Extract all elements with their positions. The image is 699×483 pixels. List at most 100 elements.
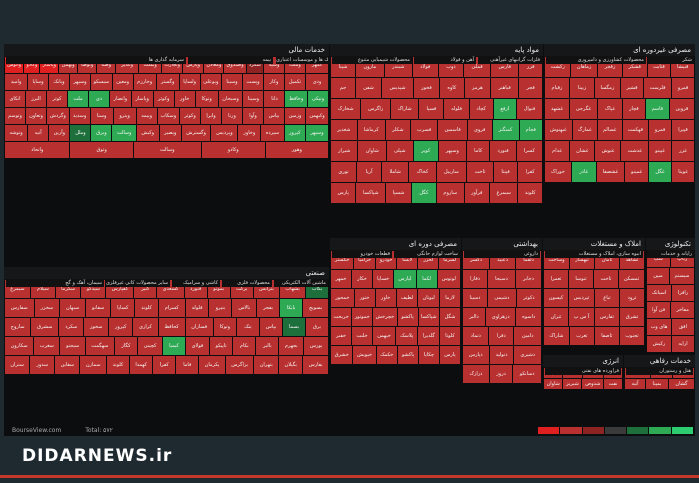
stock-tile[interactable]: کساپا bbox=[111, 299, 135, 317]
stock-tile[interactable]: غشان bbox=[570, 141, 595, 161]
stock-tile[interactable]: فسپا bbox=[419, 99, 444, 119]
stock-tile[interactable]: شگل bbox=[440, 308, 461, 326]
stock-tile[interactable]: شاراک bbox=[544, 327, 569, 345]
stock-tile[interactable]: وحافظ bbox=[285, 91, 307, 107]
stock-tile[interactable]: پاکشو bbox=[397, 308, 418, 326]
stock-tile[interactable]: وسپهر bbox=[70, 74, 90, 90]
stock-tile[interactable]: ونیکی bbox=[307, 91, 328, 107]
stock-tile[interactable]: وثوق bbox=[70, 142, 133, 158]
brand-logo-text[interactable]: DIDARNEWS.ir bbox=[22, 446, 173, 466]
stock-tile[interactable]: غسالم bbox=[597, 120, 622, 140]
stock-tile[interactable]: فجام bbox=[519, 120, 542, 140]
stock-tile[interactable]: وتوکا bbox=[195, 91, 218, 107]
stock-tile[interactable]: وکوثر bbox=[180, 108, 200, 124]
stock-tile[interactable]: وهور bbox=[265, 142, 328, 158]
stock-tile[interactable]: دزهراوی bbox=[486, 308, 516, 326]
stock-tile[interactable]: خریخت bbox=[331, 308, 352, 326]
stock-tile[interactable]: خمحور bbox=[331, 289, 354, 307]
stock-tile[interactable]: لبوتان bbox=[418, 289, 439, 307]
stock-tile[interactable]: شکلر bbox=[385, 120, 410, 140]
stock-tile[interactable]: مفاخر bbox=[671, 302, 695, 318]
stock-tile[interactable]: بگیلان bbox=[279, 356, 303, 374]
stock-tile[interactable]: وخاور bbox=[238, 125, 261, 141]
stock-tile[interactable]: سهگمت bbox=[85, 337, 114, 355]
stock-tile[interactable]: بجهرم bbox=[279, 337, 304, 355]
stock-tile[interactable]: وکبهمن bbox=[306, 108, 328, 124]
stock-tile[interactable]: دشیری bbox=[514, 346, 541, 364]
stock-tile[interactable]: دانا bbox=[264, 91, 285, 107]
stock-tile[interactable]: دالبر bbox=[463, 308, 485, 326]
stock-tile[interactable]: نوری bbox=[331, 162, 357, 182]
stock-tile[interactable]: کیسون bbox=[544, 289, 568, 307]
stock-tile[interactable]: شبریز bbox=[563, 379, 582, 389]
stock-tile[interactable]: شپدیس bbox=[382, 78, 413, 98]
sector-khadamat-refahi[interactable]: خدمات رفاهیگردشاقلیمسپیدآتیهبمپناگشانهتل… bbox=[624, 355, 695, 398]
stock-tile[interactable]: وکار bbox=[264, 74, 284, 90]
sector-masrafi-dore[interactable]: مصرفی دوره ای خگستر خزامیا خودرو لابسا لخزر لس… bbox=[330, 238, 461, 398]
stock-tile[interactable]: کچاد bbox=[469, 99, 493, 119]
stock-tile[interactable]: شاملا bbox=[382, 162, 409, 182]
stock-tile[interactable]: بفارس bbox=[303, 356, 328, 374]
stock-tile[interactable]: غزر bbox=[672, 141, 694, 161]
stock-tile[interactable]: سفانو bbox=[86, 299, 111, 317]
stock-tile[interactable]: لازما bbox=[440, 289, 460, 307]
stock-tile[interactable]: قپیرا bbox=[672, 120, 695, 140]
stock-tile[interactable]: فپنتا bbox=[493, 162, 518, 182]
stock-tile[interactable]: بنیرو bbox=[209, 299, 232, 317]
stock-tile[interactable]: خشرق bbox=[331, 346, 353, 364]
stock-tile[interactable]: بکام bbox=[233, 337, 256, 355]
sector-technology[interactable]: تکنولوژی سپ رتاپ مبین سیستم اسیاتک رافزا فن آوا… bbox=[646, 238, 695, 354]
stock-tile[interactable]: سبجنو bbox=[60, 337, 85, 355]
stock-tile[interactable]: وانصار bbox=[110, 91, 131, 107]
stock-tile[interactable]: داسوه bbox=[516, 308, 541, 326]
stock-tile[interactable]: شاوان bbox=[358, 141, 386, 161]
stock-tile[interactable]: چکاپا bbox=[418, 346, 439, 364]
stock-tile[interactable]: غگرجی bbox=[570, 99, 597, 119]
sector-behdasht[interactable]: بهداشتی دکسر دعبید دلقما دفارا دسبحا دجابر دسین… bbox=[462, 238, 542, 398]
stock-tile[interactable]: فروی bbox=[467, 120, 492, 140]
stock-tile[interactable]: خاور bbox=[174, 91, 195, 107]
stock-tile[interactable]: وبیمه bbox=[136, 108, 157, 124]
stock-tile[interactable]: برق bbox=[306, 318, 329, 336]
stock-tile[interactable]: دروز bbox=[489, 365, 513, 383]
stock-tile[interactable]: غگل bbox=[649, 162, 672, 182]
stock-tile[interactable]: اتکای bbox=[5, 91, 25, 107]
stock-tile[interactable]: فرآور bbox=[464, 183, 489, 203]
stock-tile[interactable]: بزاگرس bbox=[225, 356, 254, 374]
stock-tile[interactable]: سخزر bbox=[34, 299, 60, 317]
stock-tile[interactable]: دی bbox=[89, 91, 109, 107]
stock-tile[interactable]: ثفارس bbox=[595, 308, 619, 326]
stock-tile[interactable]: کلوتا bbox=[439, 327, 460, 345]
sector-masrafi-gheir[interactable]: مصرفی غیردوره ای زکشت زماهان زفجر قشکر قثابت ق… bbox=[544, 44, 695, 237]
stock-tile[interactable]: کپرور bbox=[284, 125, 305, 141]
stock-tile[interactable]: پاکشو bbox=[397, 346, 418, 364]
stock-tile[interactable]: کسرا bbox=[516, 141, 542, 161]
stock-tile[interactable]: بورس bbox=[304, 337, 328, 355]
stock-tile[interactable]: لطیف bbox=[396, 289, 418, 307]
stock-tile[interactable]: وپترو bbox=[113, 108, 136, 124]
stock-tile[interactable]: کلوند bbox=[135, 299, 158, 317]
stock-tile[interactable]: وزمین bbox=[285, 108, 305, 124]
stock-tile[interactable]: شپاکسا bbox=[356, 183, 386, 203]
stock-tile[interactable]: کگاز bbox=[114, 337, 137, 355]
stock-tile[interactable]: کیمیا bbox=[162, 337, 185, 355]
stock-tile[interactable]: کویر bbox=[413, 141, 438, 161]
stock-tile[interactable]: دجابر bbox=[515, 270, 542, 288]
stock-tile[interactable]: غنوش bbox=[595, 141, 621, 161]
stock-tile[interactable]: ثاخت bbox=[594, 270, 618, 288]
stock-tile[interactable]: وساپا bbox=[28, 74, 48, 90]
stock-tile[interactable]: سشرق bbox=[31, 318, 59, 336]
stock-tile[interactable]: وملل bbox=[70, 125, 91, 141]
sector-khadamat-mali[interactable]: خدمات مالی وآتوس وکادو وپاسار وبهمن وتوصا وصنا… bbox=[4, 44, 329, 266]
stock-tile[interactable]: قمرو bbox=[672, 78, 695, 98]
stock-tile[interactable]: کسرام bbox=[158, 299, 185, 317]
stock-tile[interactable]: خاور bbox=[375, 289, 396, 307]
stock-tile[interactable]: ثجنوب bbox=[619, 327, 645, 345]
stock-tile[interactable]: شغدیر bbox=[331, 120, 357, 140]
stock-tile[interactable]: غبهنوش bbox=[545, 120, 572, 140]
stock-tile[interactable]: ودی bbox=[306, 74, 328, 90]
stock-tile[interactable]: فلوله bbox=[444, 99, 469, 119]
stock-tile[interactable]: وبصیر bbox=[159, 125, 181, 141]
stock-tile[interactable]: بمپنا bbox=[646, 379, 668, 389]
stock-tile[interactable]: خلنت bbox=[352, 327, 372, 345]
